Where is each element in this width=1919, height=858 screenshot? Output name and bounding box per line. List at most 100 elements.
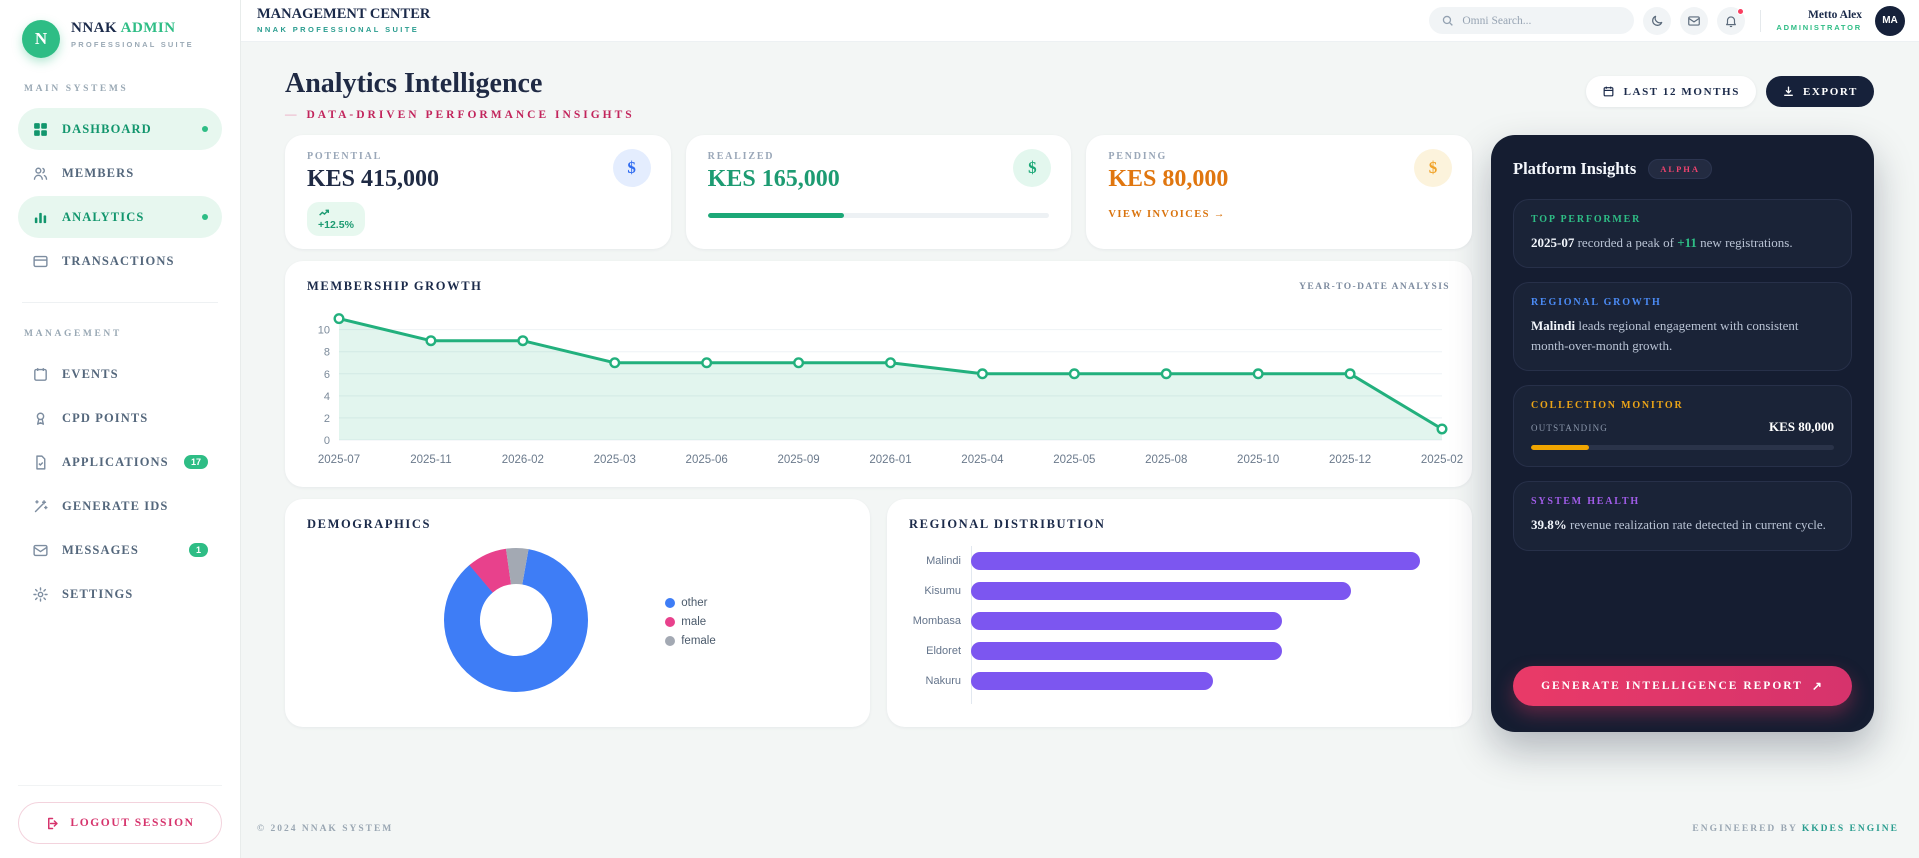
- insight-cards: TOP PERFORMER 2025-07 recorded a peak of …: [1513, 199, 1852, 565]
- messages-button[interactable]: [1680, 6, 1709, 35]
- insight-card-top-performer: TOP PERFORMER 2025-07 recorded a peak of …: [1513, 199, 1852, 269]
- engine-brand[interactable]: KKDES ENGINE: [1801, 824, 1899, 834]
- page-header: Analytics Intelligence — DATA-DRIVEN PERF…: [285, 68, 1874, 121]
- download-icon: [1782, 85, 1795, 98]
- sidebar-item-label: GENERATE IDS: [62, 498, 169, 513]
- sidebar-footer: LOGOUT SESSION: [18, 785, 222, 844]
- search-icon: [1441, 14, 1454, 27]
- sidebar-item-cpd-points[interactable]: CPD POINTS: [18, 397, 222, 439]
- sidebar-divider: [22, 302, 218, 303]
- bar[interactable]: [971, 642, 1282, 660]
- insight-text: 2025-07 recorded a peak of +11 new regis…: [1531, 235, 1793, 250]
- page-content: Analytics Intelligence — DATA-DRIVEN PERF…: [241, 42, 1919, 858]
- arrow-up-right-icon: ↗: [1811, 678, 1824, 693]
- sidebar-item-label: APPLICATIONS: [62, 454, 169, 469]
- trend-up-icon: [318, 208, 331, 218]
- active-dot: [202, 214, 208, 220]
- page-subtitle: — DATA-DRIVEN PERFORMANCE INSIGHTS: [285, 109, 635, 121]
- bar[interactable]: [971, 582, 1351, 600]
- stat-label: REALIZED: [707, 151, 775, 162]
- legend-item-female[interactable]: female: [665, 635, 716, 647]
- legend-dot: [665, 617, 676, 627]
- svg-text:2026-01: 2026-01: [869, 454, 911, 466]
- topbar-title: MANAGEMENT CENTER: [257, 6, 431, 23]
- svg-text:8: 8: [324, 347, 330, 359]
- sidebar-item-label: SETTINGS: [62, 586, 134, 601]
- view-invoices-link[interactable]: VIEW INVOICES →: [1108, 209, 1226, 220]
- realized-progress: [707, 213, 1050, 218]
- bar-label: Malindi: [926, 555, 961, 567]
- bar-label: Nakuru: [925, 675, 961, 687]
- membership-growth-panel: MEMBERSHIP GROWTH YEAR-TO-DATE ANALYSIS …: [285, 261, 1472, 487]
- engineered-by-text: ENGINEERED BY KKDES ENGINE: [1692, 824, 1899, 834]
- svg-text:2025-06: 2025-06: [686, 454, 728, 466]
- sidebar-item-label: TRANSACTIONS: [62, 253, 175, 268]
- legend-label: female: [681, 635, 716, 647]
- bar-row-eldoret: Eldoret: [909, 640, 1444, 662]
- theme-toggle-button[interactable]: [1643, 6, 1672, 35]
- sidebar-nav: MAIN SYSTEMS DASHBOARD MEMBERS ANALYTICS TRA…: [18, 58, 222, 617]
- omni-search[interactable]: [1429, 7, 1635, 34]
- stat-label: POTENTIAL: [307, 151, 383, 162]
- sidebar-item-generate-ids[interactable]: GENERATE IDS: [18, 485, 222, 527]
- user-name: Metto Alex: [1808, 9, 1862, 22]
- bar-label: Eldoret: [926, 645, 961, 657]
- regional-bar-chart: Malindi Kisumu Mombasa Eldoret Nakuru: [909, 536, 1450, 708]
- generate-report-button[interactable]: GENERATE INTELLIGENCE REPORT ↗: [1513, 666, 1852, 706]
- sidebar-item-dashboard[interactable]: DASHBOARD: [18, 108, 222, 150]
- bar[interactable]: [971, 612, 1282, 630]
- collection-progress: [1531, 445, 1834, 451]
- demographics-title: DEMOGRAPHICS: [307, 517, 432, 531]
- sidebar-item-settings[interactable]: SETTINGS: [18, 573, 222, 615]
- bar-row-malindi: Malindi: [909, 550, 1444, 572]
- mail-icon: [32, 542, 49, 559]
- svg-text:10: 10: [318, 325, 330, 337]
- svg-text:2025-02: 2025-02: [1421, 454, 1463, 466]
- svg-text:2026-02: 2026-02: [502, 454, 544, 466]
- sidebar-item-label: EVENTS: [62, 366, 119, 381]
- count-badge: 1: [188, 543, 208, 557]
- main-area: MANAGEMENT CENTER NNAK PROFESSIONAL SUIT…: [241, 0, 1919, 858]
- sidebar-item-events[interactable]: EVENTS: [18, 353, 222, 395]
- logout-label: LOGOUT SESSION: [70, 817, 195, 829]
- legend-item-other[interactable]: other: [665, 597, 716, 609]
- platform-insights-panel: Platform Insights ALPHA TOP PERFORMER 202…: [1491, 135, 1874, 732]
- stat-card-realized: REALIZED KES 165,000 $: [685, 135, 1072, 249]
- dollar-icon: $: [1013, 149, 1052, 187]
- logout-icon: [45, 816, 60, 831]
- divider: [1760, 9, 1762, 32]
- sidebar-item-applications[interactable]: APPLICATIONS 17: [18, 441, 222, 483]
- insight-text: Malindi leads regional engagement with c…: [1531, 318, 1799, 354]
- search-input[interactable]: [1462, 14, 1623, 27]
- insight-card-regional-growth: REGIONAL GROWTH Malindi leads regional en…: [1513, 282, 1852, 372]
- user-role: ADMINISTRATOR: [1776, 22, 1862, 32]
- sidebar-item-transactions[interactable]: TRANSACTIONS: [18, 240, 222, 282]
- bar[interactable]: [971, 552, 1420, 570]
- count-badge: 17: [183, 455, 208, 469]
- user-meta: Metto Alex ADMINISTRATOR: [1776, 9, 1862, 32]
- logout-button[interactable]: LOGOUT SESSION: [18, 802, 222, 844]
- avatar[interactable]: MA: [1875, 5, 1905, 36]
- sidebar-section: MANAGEMENT EVENTS CPD POINTS APPLICATIONS 17…: [18, 329, 222, 615]
- sidebar-item-members[interactable]: MEMBERS: [18, 152, 222, 194]
- sidebar-item-messages[interactable]: MESSAGES 1: [18, 529, 222, 571]
- sidebar-item-analytics[interactable]: ANALYTICS: [18, 196, 222, 238]
- brand-logo-mark: N: [22, 20, 60, 58]
- bar-row-nakuru: Nakuru: [909, 670, 1444, 692]
- date-range-button[interactable]: LAST 12 MONTHS: [1585, 76, 1756, 107]
- svg-text:2025-04: 2025-04: [961, 454, 1004, 466]
- page-footer: © 2024 NNAK SYSTEM ENGINEERED BY KKDES E…: [257, 800, 1901, 858]
- notifications-button[interactable]: [1717, 6, 1746, 35]
- svg-text:6: 6: [324, 369, 330, 381]
- mail-icon: [1687, 14, 1701, 28]
- stat-value: KES 415,000: [307, 166, 440, 192]
- moon-icon: [1650, 14, 1664, 28]
- export-button[interactable]: EXPORT: [1765, 76, 1874, 107]
- insight-card-collection-monitor: COLLECTION MONITOR OUTSTANDING KES 80,000: [1513, 385, 1852, 468]
- legend-item-male[interactable]: male: [665, 616, 716, 628]
- insight-card-system-health: SYSTEM HEALTH 39.8% revenue realization r…: [1513, 481, 1852, 551]
- demographics-donut-chart: [439, 543, 593, 702]
- sidebar-item-label: MESSAGES: [62, 542, 139, 557]
- bar[interactable]: [971, 672, 1213, 690]
- regional-distribution-panel: REGIONAL DISTRIBUTION Malindi Kisumu Mom…: [887, 499, 1472, 727]
